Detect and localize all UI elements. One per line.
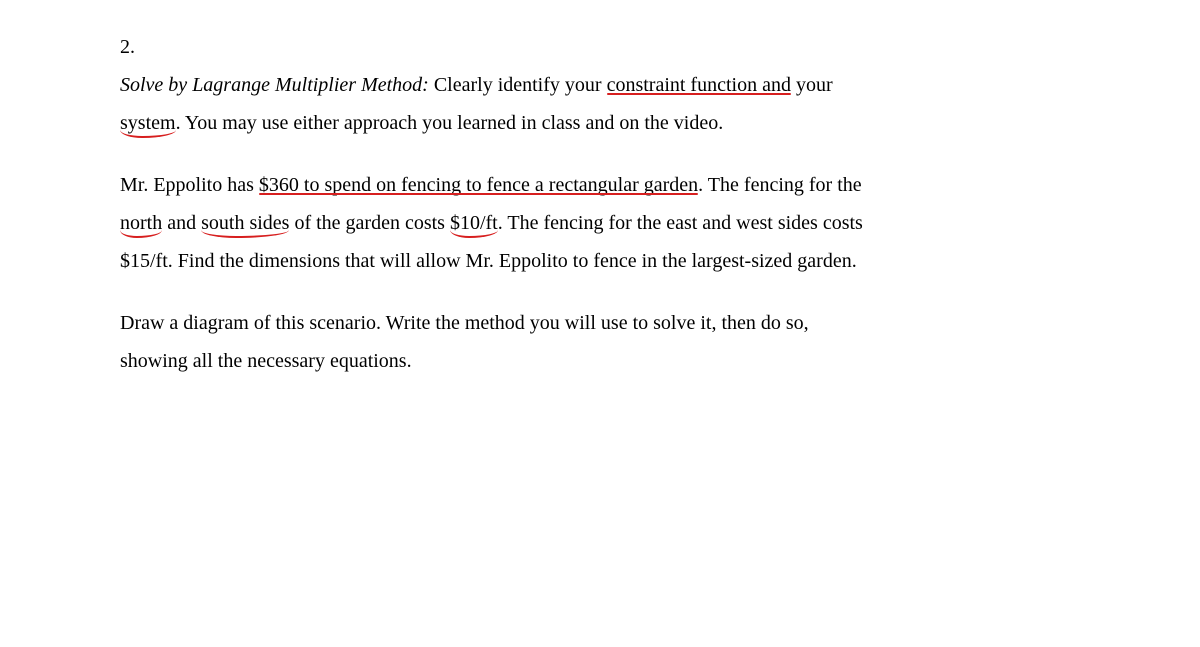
p5: Draw a diagram of this scenario. Write t… [120,312,809,334]
underline-south: south sides [201,212,289,234]
heading-text-a: Clearly identify your [429,74,607,96]
problem-block: 2. Solve by Lagrange Multiplier Method: … [120,28,1100,404]
paragraph-1: Solve by Lagrange Multiplier Method: Cle… [120,66,1060,142]
p2-b: . The fencing for the [698,174,861,196]
underline-cost: $10/ft [450,212,498,234]
heading-text-b: your [791,74,833,96]
p3-mid2: of the garden costs [289,212,450,234]
underline-system: system [120,112,176,134]
problem-number: 2. [120,28,156,66]
underline-constraint: constraint function and [607,74,791,96]
heading-italic: Solve by Lagrange Multiplier Method: [120,74,429,96]
p3-mid1: and [162,212,201,234]
document-page: 2. Solve by Lagrange Multiplier Method: … [0,0,1200,404]
underline-north: north [120,212,162,234]
p3-rest: . The fencing for the east and west side… [498,212,863,234]
paragraph-2: Mr. Eppolito has $360 to spend on fencin… [120,166,1060,280]
p4: $15/ft. Find the dimensions that will al… [120,250,857,272]
p2-a: Mr. Eppolito has [120,174,259,196]
line2-rest: . You may use either approach you learne… [176,112,724,134]
p6: showing all the necessary equations. [120,350,412,372]
underline-spend: $360 to spend on fencing to fence a rect… [259,174,698,196]
paragraph-3: Draw a diagram of this scenario. Write t… [120,304,1060,380]
problem-content: Solve by Lagrange Multiplier Method: Cle… [120,66,1060,404]
